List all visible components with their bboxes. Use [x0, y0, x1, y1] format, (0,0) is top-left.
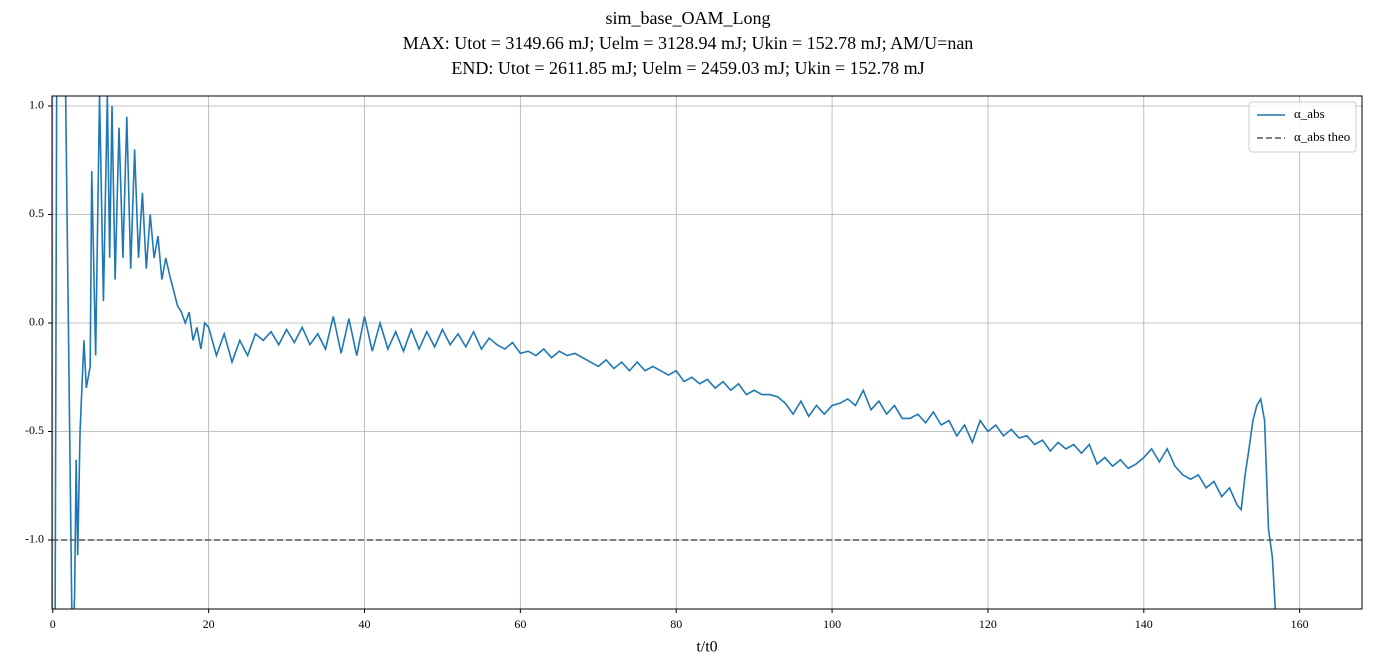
y-tick-label: 0.0	[29, 315, 44, 329]
y-tick-label: 0.5	[29, 206, 44, 220]
x-tick-label: 20	[203, 617, 215, 631]
x-tick-label: 40	[358, 617, 370, 631]
y-tick-label: 1.0	[29, 98, 44, 112]
x-tick-label: 140	[1135, 617, 1153, 631]
x-tick-label: 120	[979, 617, 997, 631]
chart-title: sim_base_OAM_Long	[606, 8, 771, 28]
chart-subtitle: END: Utot = 2611.85 mJ; Uelm = 2459.03 m…	[451, 58, 924, 78]
x-tick-label: 160	[1291, 617, 1309, 631]
y-tick-label: -0.5	[25, 423, 44, 437]
y-tick-label: -1.0	[25, 532, 44, 546]
data-line	[54, 96, 1277, 609]
plot-area	[52, 96, 1362, 609]
plot-frame	[51, 95, 1363, 610]
legend-label: α_abs theo	[1294, 129, 1350, 144]
x-tick-label: 80	[670, 617, 682, 631]
legend-label: α_abs	[1294, 106, 1325, 121]
x-axis-label: t/t0	[696, 639, 717, 656]
x-tick-label: 100	[823, 617, 841, 631]
x-tick-label: 60	[514, 617, 526, 631]
chart-subtitle: MAX: Utot = 3149.66 mJ; Uelm = 3128.94 m…	[403, 33, 974, 53]
x-tick-label: 0	[50, 617, 56, 631]
